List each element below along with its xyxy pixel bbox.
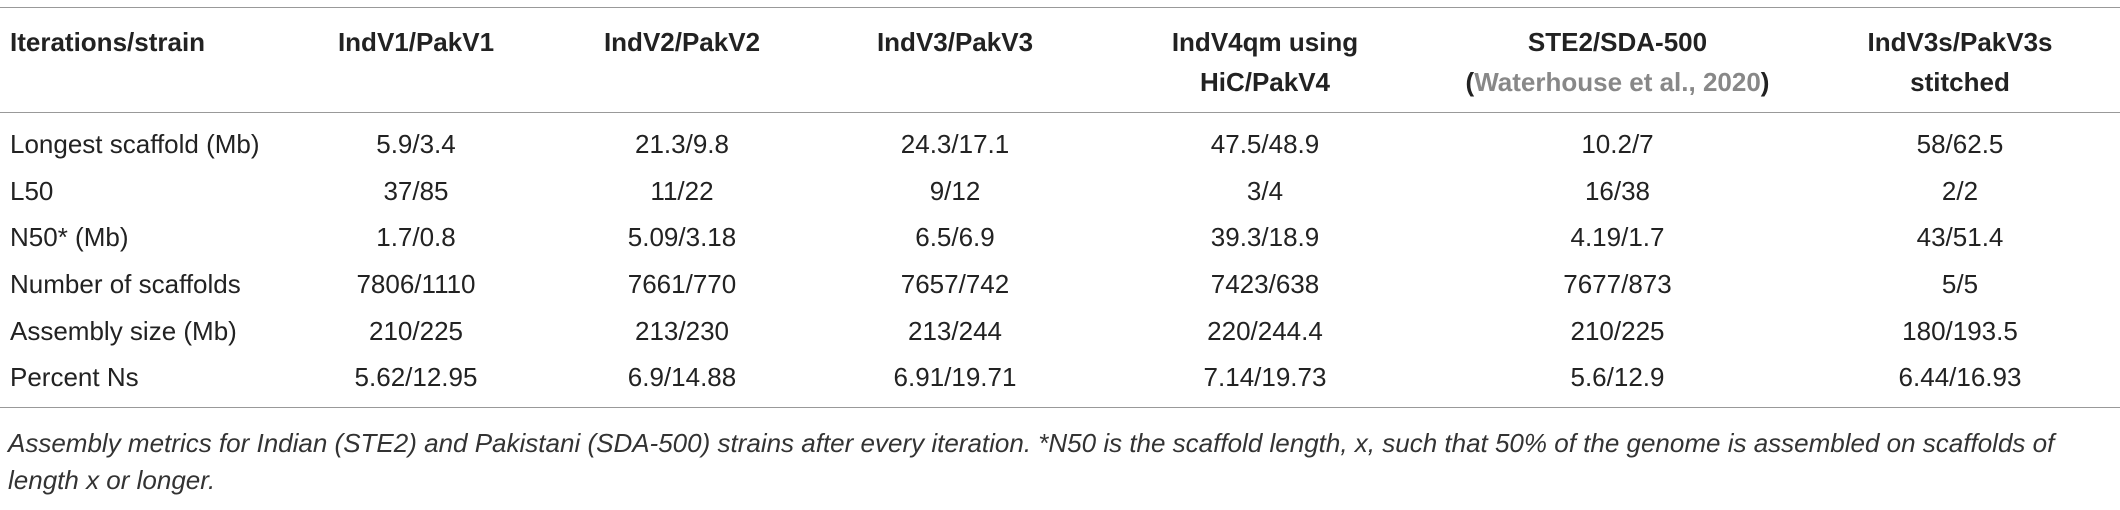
header-text: IndV3/PakV3 [876,27,1034,57]
header-cell: Iterations/strain [0,7,283,113]
header-text: IndV1/PakV1 [337,27,495,57]
table-cell: 5.09/3.18 [627,222,737,253]
table-cell: 37/85 [383,175,449,206]
table-row: Longest scaffold (Mb) 5.9/3.4 21.3/9.8 24.3… [0,113,2120,168]
citation-paren: ) [1760,67,1770,97]
header-cell: IndV3/PakV3 [815,7,1095,113]
row-label: Longest scaffold (Mb) [10,128,260,159]
header-cell: STE2/SDA-500 (Waterhouse et al., 2020) [1435,7,1800,113]
table-cell: 43/51.4 [1916,222,2004,253]
row-label: Assembly size (Mb) [10,315,237,346]
table-cell: 6.91/19.71 [815,354,1095,409]
header-text: IndV4qm using [1171,27,1359,57]
table-cell: 2/2 [1941,175,1979,206]
table-header: Iterations/strain IndV1/PakV1 IndV2/PakV2 I… [0,7,2120,113]
table-cell: 213/244 [908,315,1002,346]
header-text: IndV2/PakV2 [603,27,761,57]
table-cell: 6.5/6.9 [915,222,995,253]
table-cell: 220/244.4 [1207,315,1323,346]
table-cell: 7657/742 [900,268,1010,299]
table-cell: 39.3/18.9 [1210,222,1320,253]
table-cell: 7806/1110 [356,268,476,299]
table-cell: 213/230 [635,315,729,346]
table-cell: 4.19/1.7 [1570,222,1665,253]
table-cell: 47.5/48.9 [1210,128,1320,159]
table-cell: 210/225 [1570,315,1665,346]
table-cell: 6.9/14.88 [549,354,815,409]
header-text: HiC/PakV4 [1199,67,1331,97]
table-cell: 7.14/19.73 [1095,354,1435,409]
table-row: Assembly size (Mb) 210/225 213/230 213/244 2… [0,308,2120,355]
header-text: stitched [1910,67,2010,97]
header-text: STE2/SDA-500 [1527,27,1708,57]
table-cell: 1.7/0.8 [376,222,456,253]
table-cell: 9/12 [929,175,981,206]
table-cell: 7677/873 [1563,268,1672,299]
row-label: Number of scaffolds [10,268,241,299]
table-row: L50 37/85 11/22 9/12 3/4 16/38 2/2 [0,168,2120,215]
row-label: L50 [10,175,54,206]
table-cell: 16/38 [1584,175,1651,206]
table-cell: 11/22 [650,175,714,206]
table-cell: 5.6/12.9 [1435,354,1800,409]
table-cell: 24.3/17.1 [900,128,1010,159]
table-caption: Assembly metrics for Indian (STE2) and P… [8,428,2055,495]
table-cell: 180/193.5 [1902,315,2018,346]
table-cell: 5.62/12.95 [283,354,549,409]
table-cell: 210/225 [369,315,463,346]
data-table: Iterations/strain IndV1/PakV1 IndV2/PakV2 I… [0,7,2120,409]
header-row: Iterations/strain IndV1/PakV1 IndV2/PakV2 I… [0,7,2120,113]
citation-link[interactable]: Waterhouse et al., 2020 [1474,67,1761,97]
table-cell: 5.9/3.4 [376,128,456,159]
header-cell: IndV3s/PakV3s stitched [1800,7,2120,113]
table-cell: 3/4 [1246,175,1284,206]
table-cell: 7423/638 [1210,268,1320,299]
table-row: Number of scaffolds 7806/1110 7661/770 7657… [0,261,2120,308]
header-cell: IndV4qm using HiC/PakV4 [1095,7,1435,113]
header-text: Iterations/strain [10,27,206,57]
table-body: Longest scaffold (Mb) 5.9/3.4 21.3/9.8 24.3… [0,113,2120,409]
table-cell: 7661/770 [627,268,737,299]
citation-paren: ( [1465,67,1475,97]
header-cell: IndV2/PakV2 [549,7,815,113]
header-text: IndV3s/PakV3s [1867,27,2053,57]
table-row: Percent Ns 5.62/12.95 6.9/14.88 6.91/19.71 7… [0,354,2120,409]
table-cell: 21.3/9.8 [635,128,729,159]
row-label: N50* (Mb) [10,222,129,253]
row-label: Percent Ns [0,354,283,409]
table-cell: 6.44/16.93 [1800,354,2120,409]
table-cell: 10.2/7 [1581,128,1654,159]
table-cell: 58/62.5 [1916,128,2004,159]
table-row: N50* (Mb) 1.7/0.8 5.09/3.18 6.5/6.9 39.3/18.… [0,214,2120,261]
header-cell: IndV1/PakV1 [283,7,549,113]
table-cell: 5/5 [1941,268,1979,299]
